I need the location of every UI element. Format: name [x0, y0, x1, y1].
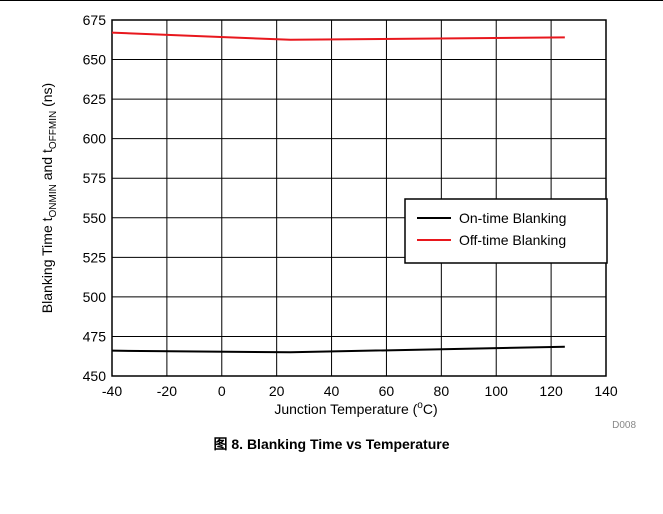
y-axis-label-text: (ns) [39, 83, 55, 111]
y-tick-label: 625 [83, 91, 107, 107]
x-axis-label-sup: o [417, 400, 423, 411]
grid-lines [111, 19, 607, 377]
x-tick-label: 60 [379, 383, 395, 399]
top-rule [0, 0, 663, 1]
y-axis-label-subscript: OFFMIN [48, 111, 59, 149]
plot-frame [111, 19, 607, 377]
series-line [111, 345, 565, 354]
figure-caption: 图 8. Blanking Time vs Temperature [213, 436, 450, 452]
y-axis-label-text: and t [39, 149, 55, 184]
y-tick-label: 475 [83, 328, 107, 344]
line-chart: -40 -20 0 20 40 60 80 100 120 140 450 475 500 525 550… [39, 12, 636, 430]
series-line [111, 31, 565, 41]
y-tick-label: 675 [83, 12, 107, 28]
x-tick-label: 120 [539, 383, 563, 399]
x-tick-label: 40 [324, 383, 340, 399]
y-tick-label: 550 [83, 210, 107, 226]
series-lines [111, 31, 565, 354]
y-axis-label: Blanking Time tONMIN and tOFFMIN (ns) [39, 83, 59, 313]
x-tick-labels: -40 -20 0 20 40 60 80 100 120 140 [102, 383, 618, 399]
legend: On-time Blanking Off-time Blanking [404, 198, 608, 264]
x-tick-label: 140 [594, 383, 618, 399]
x-axis-label-tail: C) [423, 401, 438, 417]
legend-box [404, 198, 608, 264]
y-tick-label: 525 [83, 249, 107, 265]
y-tick-label: 450 [83, 368, 107, 384]
legend-label: Off-time Blanking [459, 232, 566, 248]
figure-id-note: D008 [612, 420, 636, 430]
x-axis-label: Junction Temperature (oC) [274, 400, 437, 417]
y-axis-label-subscript: ONMIN [48, 184, 59, 217]
x-tick-label: 20 [269, 383, 285, 399]
y-tick-label: 575 [83, 170, 107, 186]
x-axis-label-text: Junction Temperature ( [274, 401, 417, 417]
y-tick-labels: 450 475 500 525 550 575 600 625 650 675 [83, 12, 107, 384]
legend-label: On-time Blanking [459, 210, 566, 226]
y-axis-label-text: Blanking Time t [39, 217, 55, 313]
x-tick-label: 0 [218, 383, 226, 399]
y-tick-label: 500 [83, 289, 107, 305]
y-tick-label: 650 [83, 52, 107, 68]
x-tick-label: 80 [434, 383, 450, 399]
x-tick-label: -20 [157, 383, 177, 399]
x-tick-label: -40 [102, 383, 122, 399]
x-tick-label: 100 [485, 383, 509, 399]
y-tick-label: 600 [83, 131, 107, 147]
